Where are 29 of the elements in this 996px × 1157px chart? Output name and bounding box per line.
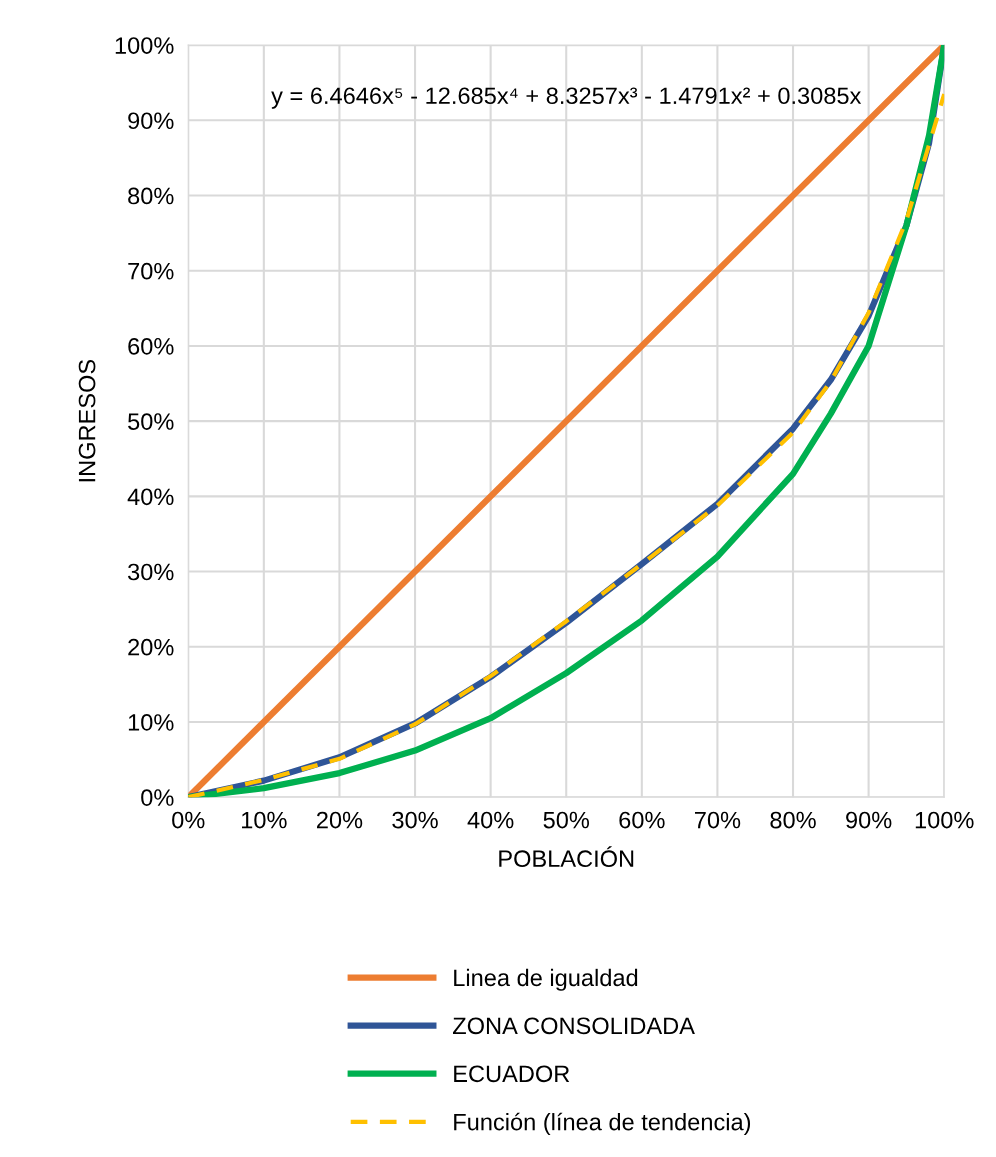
y-tick-label: 10% (128, 714, 174, 731)
x-tick-label: 90% (846, 811, 892, 829)
x-tick-label: 20% (317, 811, 363, 829)
legend-label: ECUADOR (454, 1065, 570, 1083)
legend-label: ZONA CONSOLIDADA (453, 1017, 695, 1035)
y-tick-label: 0% (141, 789, 174, 806)
y-tick-label: 40% (127, 488, 174, 506)
legend-label: Función (línea de tendencia) (454, 1112, 751, 1136)
x-tick-label: 40% (467, 811, 514, 829)
x-tick-label: 80% (770, 811, 816, 829)
legend-label: Linea de igualdad (454, 968, 638, 991)
y-tick-label: 20% (128, 638, 174, 656)
y-axis-title: INGRESOS (78, 359, 96, 482)
x-tick-label: 30% (392, 811, 438, 829)
x-axis-title: POBLACIÓN (499, 846, 634, 868)
x-tick-label: 100% (915, 811, 974, 829)
y-tick-label: 100% (115, 37, 174, 54)
x-tick-label: 10% (242, 811, 287, 829)
y-tick-label: 90% (128, 112, 174, 130)
y-tick-label: 70% (128, 262, 174, 280)
x-tick-label: 50% (543, 811, 590, 829)
x-tick-label: 0% (172, 811, 205, 829)
y-tick-label: 30% (128, 563, 174, 581)
annotation: y = 6.4646x⁵ - 12.685x⁴ + 8.3257x³ - 1.4791x² + 0.3085x (271, 87, 862, 109)
y-tick-label: 60% (128, 338, 174, 355)
x-tick-label: 70% (695, 811, 741, 829)
y-tick-label: 80% (128, 187, 174, 205)
x-tick-label: 60% (619, 811, 665, 829)
y-tick-label: 50% (128, 413, 174, 430)
